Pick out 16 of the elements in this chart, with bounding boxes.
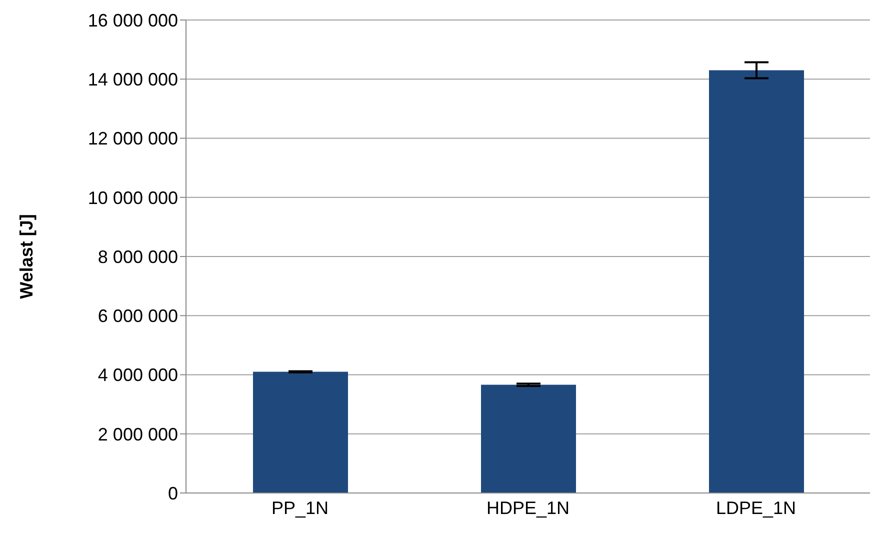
y-tick-label: 16 000 000 — [88, 10, 178, 30]
x-tick-label: PP_1N — [271, 498, 329, 518]
bar — [481, 384, 576, 493]
y-tick-label: 0 — [168, 483, 178, 504]
x-tick-label: HDPE_1N — [486, 498, 570, 518]
x-tick-label: LDPE_1N — [716, 498, 796, 518]
y-tick-label: 14 000 000 — [88, 70, 178, 90]
y-tick-label: 8 000 000 — [98, 246, 178, 267]
bar — [253, 372, 348, 493]
y-tick-label: 6 000 000 — [98, 306, 178, 326]
y-tick-label: 10 000 000 — [88, 188, 178, 208]
y-tick-label: 4 000 000 — [98, 365, 178, 386]
y-axis-title: Welast [J] — [16, 214, 36, 299]
bar — [709, 70, 804, 493]
y-tick-label: 12 000 000 — [88, 128, 178, 149]
y-tick-label: 2 000 000 — [98, 424, 178, 444]
